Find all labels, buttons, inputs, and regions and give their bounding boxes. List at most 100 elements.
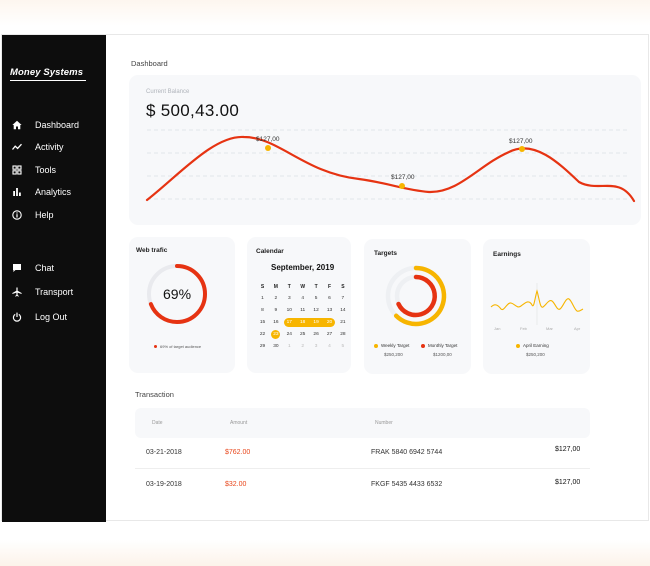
legend-dot xyxy=(516,343,520,348)
earnings-series-line xyxy=(490,289,584,312)
calendar-day[interactable]: 2 xyxy=(274,296,278,301)
info-icon xyxy=(11,210,22,221)
calendar-day[interactable]: 10 xyxy=(286,308,292,313)
monthly-arc xyxy=(396,274,437,318)
chart-marker[interactable] xyxy=(265,145,271,151)
calendar-day[interactable]: 4 xyxy=(301,296,305,301)
calendar-day[interactable]: 5 xyxy=(314,296,318,301)
chart-marker[interactable] xyxy=(519,146,525,152)
row-total: $127,00 xyxy=(555,446,581,453)
calendar-day[interactable]: 14 xyxy=(340,308,346,313)
calendar-month: September, 2019 xyxy=(271,263,335,272)
calendar-day[interactable]: 6 xyxy=(328,296,331,301)
home-icon xyxy=(11,120,22,131)
row-number: FKGF 5435 4433 6532 xyxy=(371,481,443,488)
calendar-day[interactable]: 9 xyxy=(274,308,278,313)
calendar-day[interactable]: 17 xyxy=(286,320,292,325)
sidebar-item-analytics[interactable]: Analytics xyxy=(11,186,71,198)
monthly-legend: Monthly Target xyxy=(421,343,457,348)
legend-dot xyxy=(154,345,157,349)
calendar-day[interactable]: 25 xyxy=(300,332,306,337)
calendar-day[interactable]: 23 xyxy=(271,330,281,339)
transactions-title: Transaction xyxy=(135,390,174,399)
brand-underline xyxy=(10,80,86,81)
legend-dot xyxy=(374,343,378,348)
row-date: 03-21-2018 xyxy=(146,449,182,456)
traffic-percent: 69% xyxy=(163,286,192,302)
column-number: Number xyxy=(375,420,393,426)
earnings-line-chart: Jan Feb Mar Apr xyxy=(490,283,584,331)
sidebar-item-help[interactable]: Help xyxy=(11,209,54,221)
power-icon xyxy=(11,312,22,323)
calendar-weekday: S xyxy=(260,283,265,290)
calendar-day[interactable]: 19 xyxy=(313,320,319,325)
card-title: Targets xyxy=(374,250,397,257)
sidebar-item-log-out[interactable]: Log Out xyxy=(11,311,67,323)
month-tick: Apr xyxy=(574,326,581,331)
sidebar-item-label: Log Out xyxy=(35,312,68,322)
calendar-day[interactable]: 15 xyxy=(259,320,266,325)
calendar-day[interactable]: 30 xyxy=(273,344,279,349)
targets-card: Targets Weekly Target $250,200 Monthly T… xyxy=(364,239,471,374)
calendar-day[interactable]: 28 xyxy=(340,332,346,337)
balance-line-chart: $127,00 $127,00 $127,00 xyxy=(145,129,636,203)
calendar-day[interactable]: 16 xyxy=(273,320,279,325)
calendar-day[interactable]: 27 xyxy=(326,332,333,337)
sidebar-item-tools[interactable]: Tools xyxy=(11,164,56,176)
sidebar-item-label: Chat xyxy=(35,263,55,273)
calendar-day[interactable]: 11 xyxy=(300,308,306,313)
calendar-day[interactable]: 7 xyxy=(341,296,345,301)
calendar-day[interactable]: 2 xyxy=(301,344,305,349)
calendar-day[interactable]: 3 xyxy=(287,296,291,301)
calendar-day[interactable]: 29 xyxy=(259,344,266,349)
page-title: Dashboard xyxy=(131,59,168,68)
calendar-day[interactable]: 1 xyxy=(261,296,264,301)
monthly-value: $1200,00 xyxy=(433,352,452,357)
month-tick: Mar xyxy=(546,326,554,331)
card-title: Web trafic xyxy=(136,247,168,254)
grid-icon xyxy=(11,165,22,176)
sidebar-item-chat[interactable]: Chat xyxy=(11,262,54,274)
sidebar-item-activity[interactable]: Activity xyxy=(11,141,64,153)
sidebar-item-dashboard[interactable]: Dashboard xyxy=(11,119,79,131)
calendar-weekday: M xyxy=(273,283,278,290)
donut-arc xyxy=(147,264,207,324)
calendar-day[interactable]: 12 xyxy=(313,308,319,313)
sidebar-item-label: Help xyxy=(35,210,54,220)
calendar-weekday: S xyxy=(341,283,345,290)
calendar-day[interactable]: 4 xyxy=(328,344,331,349)
column-date: Date xyxy=(152,420,163,426)
calendar-day[interactable]: 26 xyxy=(313,332,319,337)
chat-icon xyxy=(11,263,22,274)
plane-icon xyxy=(11,287,22,298)
chart-marker[interactable] xyxy=(399,183,405,189)
calendar-weekday: W xyxy=(300,283,306,290)
sidebar-item-transport[interactable]: Transport xyxy=(11,286,73,298)
calendar-day[interactable]: 1 xyxy=(287,344,291,349)
calendar-day[interactable]: 8 xyxy=(261,308,264,313)
row-date: 03-19-2018 xyxy=(146,481,182,488)
calendar-day[interactable]: 13 xyxy=(326,308,333,313)
row-number: FRAK 5840 6942 5744 xyxy=(371,449,443,456)
weekly-legend: Weekly Target xyxy=(374,343,409,348)
sidebar: Money Systems Dashboard Activity Tools A… xyxy=(2,35,106,522)
earnings-value: $250,200 xyxy=(526,352,545,357)
calendar-day[interactable]: 24 xyxy=(286,332,292,337)
balance-label: Current Balance xyxy=(146,89,190,95)
earnings-legend: April Earning xyxy=(516,343,549,348)
calendar-day[interactable]: 5 xyxy=(341,344,345,349)
main-content: Dashboard Current Balance $ 500,43.00 $1… xyxy=(106,35,650,522)
legend-text: Monthly Target xyxy=(428,343,458,348)
calendar-day[interactable]: 20 xyxy=(326,320,333,325)
month-tick: Jan xyxy=(494,326,500,331)
month-tick: Feb xyxy=(520,326,528,331)
sidebar-item-label: Analytics xyxy=(35,187,72,197)
calendar-day[interactable]: 21 xyxy=(340,320,346,325)
card-title: Calendar xyxy=(256,248,284,255)
calendar-day[interactable]: 22 xyxy=(259,332,266,337)
calendar-day[interactable]: 3 xyxy=(314,344,318,349)
legend-dot xyxy=(421,343,425,348)
legend-text: April Earning xyxy=(523,343,549,348)
calendar-selected-range xyxy=(283,318,335,327)
calendar-day[interactable]: 18 xyxy=(300,320,306,325)
